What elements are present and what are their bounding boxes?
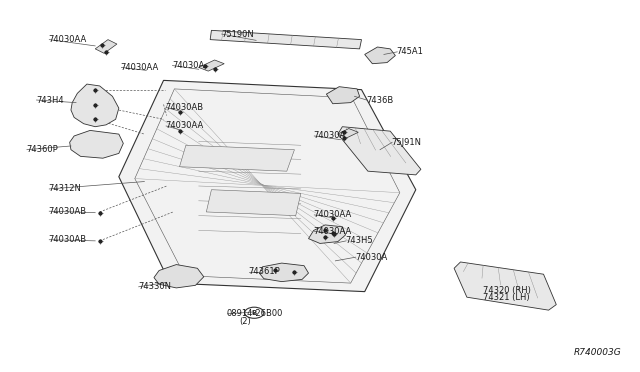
Polygon shape: [179, 145, 294, 171]
Polygon shape: [338, 129, 358, 138]
Text: 74361P: 74361P: [248, 267, 280, 276]
Text: R740003G: R740003G: [573, 348, 621, 357]
Polygon shape: [338, 127, 421, 175]
Polygon shape: [210, 31, 362, 49]
Text: 74030AA: 74030AA: [166, 122, 204, 131]
Text: 74360P: 74360P: [26, 145, 58, 154]
Text: 74320 (RH): 74320 (RH): [483, 286, 531, 295]
Polygon shape: [95, 39, 117, 53]
Text: 74321 (LH): 74321 (LH): [483, 294, 529, 302]
Polygon shape: [259, 263, 308, 282]
Text: 75J91N: 75J91N: [392, 138, 422, 147]
Text: 74330N: 74330N: [138, 282, 171, 291]
Text: 743H4: 743H4: [36, 96, 63, 105]
Polygon shape: [71, 84, 119, 127]
Text: 74030AA: 74030AA: [314, 211, 352, 219]
Polygon shape: [198, 60, 224, 71]
Text: 74030AA: 74030AA: [121, 63, 159, 72]
Polygon shape: [206, 190, 301, 216]
Text: 74030AA: 74030AA: [49, 35, 87, 44]
Text: (2): (2): [239, 317, 251, 326]
Text: 74030AB: 74030AB: [49, 235, 86, 244]
Polygon shape: [454, 262, 556, 310]
Polygon shape: [154, 264, 204, 288]
Text: 743H5: 743H5: [346, 236, 373, 246]
Text: 75190N: 75190N: [221, 29, 254, 39]
Text: 74030A: 74030A: [172, 61, 204, 70]
Polygon shape: [326, 87, 360, 104]
Text: 74312N: 74312N: [49, 185, 81, 193]
Text: 74030A: 74030A: [314, 131, 346, 141]
Text: 74030AB: 74030AB: [49, 207, 86, 216]
Text: 08914-26B00: 08914-26B00: [227, 310, 283, 318]
Text: 74030A: 74030A: [355, 253, 387, 262]
Text: B: B: [252, 310, 257, 316]
Text: 74030AB: 74030AB: [166, 103, 204, 112]
Polygon shape: [308, 225, 346, 243]
Polygon shape: [365, 47, 396, 64]
Text: 7436B: 7436B: [366, 96, 393, 105]
Polygon shape: [70, 131, 124, 158]
Text: 745A1: 745A1: [397, 47, 424, 56]
Text: 74030AA: 74030AA: [314, 227, 352, 236]
Polygon shape: [119, 80, 416, 292]
